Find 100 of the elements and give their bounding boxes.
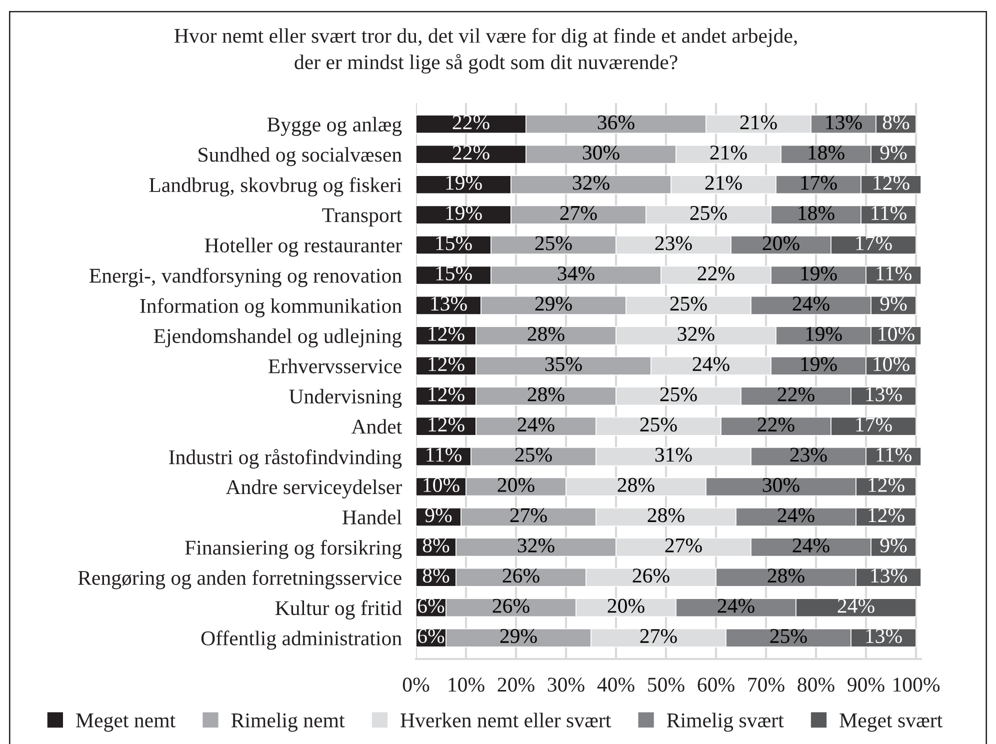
data-label: 22% [758, 417, 794, 432]
data-label: 18% [808, 146, 844, 160]
data-label: 29% [535, 296, 572, 311]
data-label: 25% [660, 387, 697, 402]
data-label: 18% [798, 206, 834, 220]
data-label: 22% [452, 115, 490, 130]
x-tick-label: 20% [498, 678, 534, 692]
data-label: 34% [558, 266, 594, 281]
data-label: 6% [418, 629, 444, 644]
y-tick-label: Andre serviceydelser [226, 480, 402, 498]
x-tick-label: 100% [894, 678, 940, 692]
data-label: 11% [426, 448, 462, 462]
data-label: 31% [655, 448, 692, 462]
data-label: 28% [768, 568, 804, 583]
y-tick-label: Industri og råstofindvinding [169, 449, 402, 469]
x-tick-label: 50% [648, 678, 684, 692]
y-tick-label: Rengøring og anden forretningsservice [78, 570, 402, 590]
data-label: 8% [882, 115, 910, 130]
data-label: 24% [838, 598, 874, 613]
data-label: 19% [806, 326, 842, 341]
y-tick-label: Offentlig administration [201, 630, 402, 650]
data-label: 32% [678, 326, 714, 341]
x-tick-label: 80% [798, 678, 834, 692]
y-tick-label: Bygge og anlæg [267, 116, 402, 136]
data-label: 21% [705, 176, 742, 190]
data-label: 12% [868, 478, 904, 492]
data-label: 32% [518, 538, 554, 552]
y-tick-label: Finansiering og forsikring [185, 540, 402, 560]
legend-label: Meget svært [840, 714, 943, 732]
data-label: 8% [422, 568, 450, 583]
data-label: 25% [690, 206, 727, 220]
data-label: 28% [648, 508, 684, 522]
legend-label: Hverken nemt eller svært [400, 712, 612, 728]
y-tick-label: Undervisning [289, 388, 402, 408]
data-label: 23% [655, 236, 692, 250]
data-label: 26% [502, 568, 540, 583]
data-label: 13% [866, 629, 902, 644]
data-label: 24% [778, 508, 814, 522]
data-label: 27% [560, 206, 597, 220]
data-label: 15% [436, 236, 472, 250]
data-label: 19% [801, 357, 837, 372]
data-label: 24% [718, 598, 754, 613]
data-label: 12% [428, 326, 464, 341]
data-label: 27% [665, 538, 702, 552]
data-label: 17% [856, 417, 892, 432]
y-tick-label: Information og kommunikation [140, 298, 402, 318]
legend-label: Meget nemt [76, 714, 176, 732]
data-label: 25% [670, 296, 707, 311]
data-label: 17% [856, 236, 892, 250]
data-label: 12% [428, 387, 464, 402]
data-label: 19% [446, 206, 482, 220]
data-label: 32% [572, 176, 610, 190]
data-label: 36% [598, 115, 634, 130]
data-label: 9% [880, 538, 907, 552]
data-label: 26% [492, 598, 530, 613]
data-label: 24% [792, 296, 830, 311]
data-label: 27% [510, 508, 547, 522]
data-label: 19% [446, 176, 482, 190]
data-label: 11% [876, 448, 912, 462]
data-label: 11% [872, 206, 906, 220]
data-label: 13% [431, 296, 467, 311]
data-label: 29% [500, 629, 537, 644]
data-label: 10% [878, 326, 914, 341]
y-tick-label: Energi-, vandforsyning og renovation [89, 268, 402, 288]
data-label: 12% [874, 176, 910, 190]
y-tick-label: Andet [351, 419, 402, 434]
data-label: 25% [640, 417, 677, 432]
data-label: 22% [778, 387, 814, 402]
data-label: 24% [692, 357, 730, 372]
data-label: 21% [740, 115, 777, 130]
data-label: 6% [418, 598, 444, 613]
data-label: 21% [710, 146, 747, 160]
data-label: 20% [762, 236, 800, 250]
data-label: 26% [632, 568, 670, 583]
data-label: 25% [770, 629, 807, 644]
y-tick-label: Transport [322, 208, 402, 226]
data-label: 19% [801, 266, 837, 281]
data-label: 8% [422, 538, 450, 552]
data-label: 9% [880, 146, 907, 160]
data-label: 28% [618, 478, 654, 492]
data-label: 10% [874, 357, 910, 372]
data-label: 22% [452, 146, 490, 160]
chart-title: Hvor nemt eller svært tror du, det vil være for dig at finde et andet arbejde, der er mindst lige så godt som dit nuværende? [174, 28, 797, 74]
x-tick-label: 10% [448, 678, 484, 692]
y-tick-label: Handel [342, 510, 402, 524]
x-tick-label: 0% [402, 678, 430, 692]
data-label: 12% [868, 508, 904, 522]
y-tick-label: Kultur og fritid [275, 600, 402, 620]
x-tick-label: 90% [848, 678, 884, 692]
data-label: 12% [428, 357, 464, 372]
y-tick-label: Sundhed og socialvæsen [198, 147, 402, 166]
data-label: 30% [582, 146, 620, 160]
data-label: 13% [871, 568, 907, 583]
data-label: 30% [762, 478, 800, 492]
legend-label: Rimelig svært [666, 712, 784, 732]
data-label: 13% [866, 387, 902, 402]
data-label: 12% [428, 417, 464, 432]
data-label: 28% [528, 387, 564, 402]
data-label: 24% [518, 417, 554, 432]
data-label: 11% [876, 266, 912, 281]
